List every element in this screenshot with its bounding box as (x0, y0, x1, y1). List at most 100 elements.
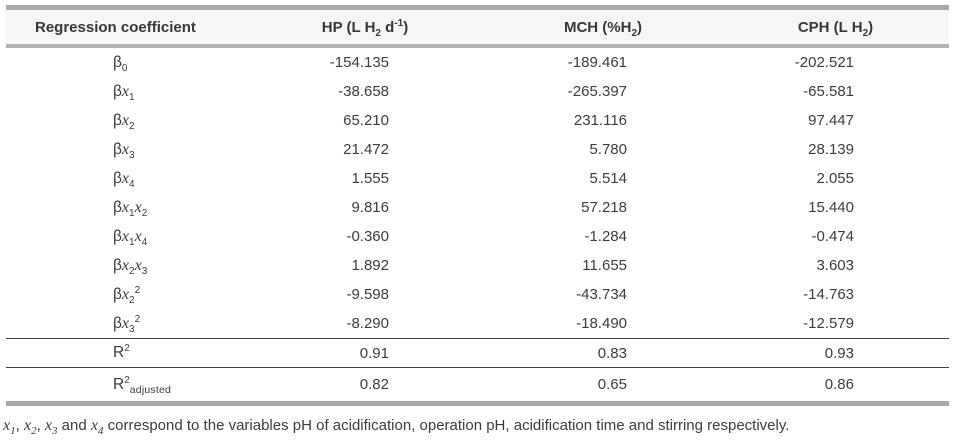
label-subscript-1: 1 (129, 236, 135, 248)
table-row: β0 -154.135 -189.461 -202.521 (6, 46, 949, 77)
label-variable-1: x (121, 82, 130, 100)
header-mch-subscript: 2 (631, 27, 638, 39)
label-subscript-1: 2 (129, 265, 135, 277)
hp-value-cell: 1.555 (351, 170, 389, 187)
header-cph-close: ) (868, 18, 874, 36)
hp-value-cell: 0.91 (359, 344, 389, 362)
footnote-variable-1: x (3, 417, 11, 434)
footnote-variable-3: x (44, 417, 53, 434)
table-header: Regression coefficient HP (L H2 d-1) MCH… (6, 7, 949, 47)
label-variable-1: x (121, 111, 130, 129)
mch-value-cell: 0.65 (597, 376, 627, 393)
coefficient-label: βx2x3 (6, 251, 246, 280)
cph-value-cell: -202.521 (794, 54, 854, 71)
mch-value-cell: -18.490 (576, 315, 627, 332)
mch-value-cell: 5.514 (589, 170, 627, 187)
table-row: βx2x3 1.892 11.655 3.603 (6, 251, 949, 280)
label-subscript-2: 4 (141, 236, 148, 248)
label-base: β (113, 53, 122, 71)
header-hp-subscript: 2 (375, 27, 381, 39)
header-mch-text: MCH (%H (563, 18, 632, 36)
mch-value-cell: 231.116 (573, 112, 627, 129)
label-base: β (113, 314, 122, 332)
coefficient-label: βx4 (6, 164, 246, 193)
coefficient-label: βx32 (6, 309, 246, 339)
coefficient-label: βx2 (6, 106, 246, 135)
table-body: β0 -154.135 -189.461 -202.521 βx1 -38.65… (6, 46, 949, 404)
cph-value-cell: -0.474 (811, 228, 854, 245)
table-row: βx1x2 9.816 57.218 15.440 (6, 193, 949, 222)
label-subscript-1: 3 (129, 323, 135, 335)
footnote-subscript-4: 4 (98, 425, 104, 437)
hp-value-cell: 65.210 (343, 112, 389, 129)
label-variable-1: x (121, 169, 130, 187)
label-subscript-1: 1 (129, 91, 135, 103)
label-subscript-1: 2 (129, 294, 135, 306)
hp-value-cell: 21.472 (343, 141, 389, 158)
mch-value-cell: -1.284 (584, 228, 627, 245)
label-variable-1: x (121, 314, 130, 332)
header-mch: MCH (%H2) (484, 8, 722, 47)
label-subscript-1: 4 (129, 178, 135, 190)
label-base: β (113, 140, 122, 158)
label-variable-1: x (121, 227, 130, 245)
label-base: R (113, 344, 125, 361)
hp-value-cell: -0.360 (346, 228, 389, 245)
hp-value-cell: -38.658 (338, 83, 389, 100)
footnote-separator-3: and (57, 417, 91, 434)
header-hp-mid: d (380, 18, 395, 36)
cph-value-cell: 0.93 (824, 344, 854, 362)
coefficient-label: R2adjusted (6, 368, 246, 404)
cph-value-cell: -12.579 (803, 315, 854, 332)
footnote-subscript-3: 3 (52, 425, 58, 437)
cph-value-cell: 0.86 (824, 376, 854, 393)
table-row: βx22 -9.598 -43.734 -14.763 (6, 280, 949, 309)
header-hp: HP (L H2 d-1) (246, 8, 484, 47)
hp-value-cell: -9.598 (346, 286, 389, 303)
coefficient-label: βx1 (6, 77, 246, 106)
label-variable-1: x (121, 198, 130, 216)
label-subscript-suffix: adjusted (129, 383, 172, 396)
table-row: βx32 -8.290 -18.490 -12.579 (6, 309, 949, 339)
label-variable-2: x (134, 198, 142, 216)
hp-value-cell: -154.135 (329, 54, 389, 71)
label-subscript-1: 0 (121, 62, 128, 74)
mch-value-cell: -43.734 (576, 286, 627, 303)
table-row: βx4 1.555 5.514 2.055 (6, 164, 949, 193)
mch-value-cell: 0.83 (597, 344, 627, 362)
mch-value-cell: 57.218 (581, 199, 627, 216)
hp-value-cell: -8.290 (346, 315, 389, 332)
table-row: R2adjusted 0.82 0.65 0.86 (6, 367, 949, 404)
mch-value-cell: 11.655 (582, 257, 627, 274)
coefficient-label: βx22 (6, 280, 246, 309)
cph-value-cell: -65.581 (803, 83, 854, 100)
header-hp-text: HP (L H (321, 18, 376, 36)
label-variable-2: x (134, 227, 142, 245)
cph-value-cell: 15.440 (808, 199, 854, 216)
table-row: βx2 65.210 231.116 97.447 (6, 106, 949, 135)
hp-value-cell: 9.816 (351, 199, 389, 216)
table-row: βx3 21.472 5.780 28.139 (6, 135, 949, 164)
cph-value-cell: 2.055 (816, 170, 854, 187)
label-base: β (113, 198, 122, 216)
hp-value-cell: 0.82 (359, 376, 389, 393)
label-variable-2: x (134, 256, 142, 274)
mch-value-cell: 5.780 (589, 141, 627, 158)
mch-value-cell: -189.461 (567, 54, 627, 71)
label-base: β (113, 256, 122, 274)
table-row: R2 0.91 0.83 0.93 (6, 338, 949, 368)
footnote-variable-2: x (23, 417, 32, 434)
label-base: β (113, 82, 122, 100)
header-regression-coefficient: Regression coefficient (35, 18, 196, 36)
label-base: R (113, 375, 125, 393)
footnote-variable-4: x (90, 417, 98, 434)
label-subscript-2: 2 (141, 207, 148, 219)
coefficient-label: βx1x2 (6, 193, 246, 222)
header-mch-close: ) (637, 18, 643, 36)
label-variable-1: x (121, 256, 130, 274)
label-subscript-1: 2 (129, 120, 135, 132)
label-superscript: 2 (134, 313, 141, 325)
label-base: β (113, 285, 122, 303)
table-row: βx1x4 -0.360 -1.284 -0.474 (6, 222, 949, 251)
